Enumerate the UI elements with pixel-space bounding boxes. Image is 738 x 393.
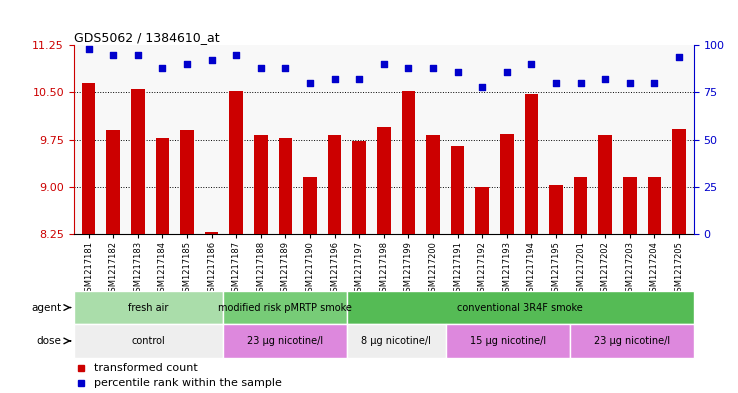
Point	[354, 76, 365, 82]
Bar	[106, 130, 120, 234]
Point	[624, 80, 635, 86]
Bar	[204, 232, 218, 234]
Text: percentile rank within the sample: percentile rank within the sample	[94, 378, 282, 387]
Bar	[525, 94, 538, 234]
Bar	[549, 185, 562, 234]
Bar	[570, 324, 694, 358]
Point	[378, 61, 390, 67]
Bar	[303, 177, 317, 234]
Text: 23 μg nicotine/l: 23 μg nicotine/l	[246, 336, 323, 346]
Point	[649, 80, 661, 86]
Text: GDS5062 / 1384610_at: GDS5062 / 1384610_at	[74, 31, 219, 44]
Point	[83, 46, 94, 52]
Point	[402, 65, 414, 71]
Point	[255, 65, 266, 71]
Bar	[353, 141, 366, 234]
Bar	[451, 146, 464, 234]
Bar	[82, 83, 95, 234]
Bar	[377, 127, 390, 234]
Bar	[254, 135, 267, 234]
Text: 8 μg nicotine/l: 8 μg nicotine/l	[361, 336, 431, 346]
Bar	[623, 177, 636, 234]
Bar	[347, 324, 446, 358]
Point	[230, 51, 242, 58]
Point	[452, 68, 463, 75]
Text: transformed count: transformed count	[94, 363, 198, 373]
Bar	[223, 291, 347, 324]
Point	[427, 65, 439, 71]
Point	[304, 80, 316, 86]
Point	[501, 68, 513, 75]
Bar	[500, 134, 514, 234]
Bar	[648, 177, 661, 234]
Point	[599, 76, 611, 82]
Bar	[223, 324, 347, 358]
Text: fresh air: fresh air	[128, 303, 168, 312]
Bar	[446, 324, 570, 358]
Point	[181, 61, 193, 67]
Point	[328, 76, 340, 82]
Point	[156, 65, 168, 71]
Point	[575, 80, 587, 86]
Bar	[599, 135, 612, 234]
Text: conventional 3R4F smoke: conventional 3R4F smoke	[458, 303, 583, 312]
Point	[476, 84, 488, 90]
Point	[550, 80, 562, 86]
Point	[206, 57, 218, 63]
Point	[280, 65, 292, 71]
Bar	[347, 291, 694, 324]
Text: control: control	[131, 336, 165, 346]
Bar	[156, 138, 169, 234]
Bar	[131, 89, 145, 234]
Text: agent: agent	[31, 303, 61, 312]
Point	[525, 61, 537, 67]
Bar	[180, 130, 193, 234]
Text: 23 μg nicotine/l: 23 μg nicotine/l	[593, 336, 670, 346]
Bar	[74, 324, 223, 358]
Point	[132, 51, 144, 58]
Text: 15 μg nicotine/l: 15 μg nicotine/l	[469, 336, 546, 346]
Bar	[230, 91, 243, 234]
Bar	[426, 135, 440, 234]
Bar	[574, 177, 587, 234]
Text: dose: dose	[36, 336, 61, 346]
Bar	[278, 138, 292, 234]
Text: modified risk pMRTP smoke: modified risk pMRTP smoke	[218, 303, 351, 312]
Bar	[672, 129, 686, 234]
Point	[673, 53, 685, 60]
Bar	[401, 91, 415, 234]
Bar	[328, 135, 341, 234]
Point	[107, 51, 119, 58]
Bar	[74, 291, 223, 324]
Bar	[475, 187, 489, 234]
